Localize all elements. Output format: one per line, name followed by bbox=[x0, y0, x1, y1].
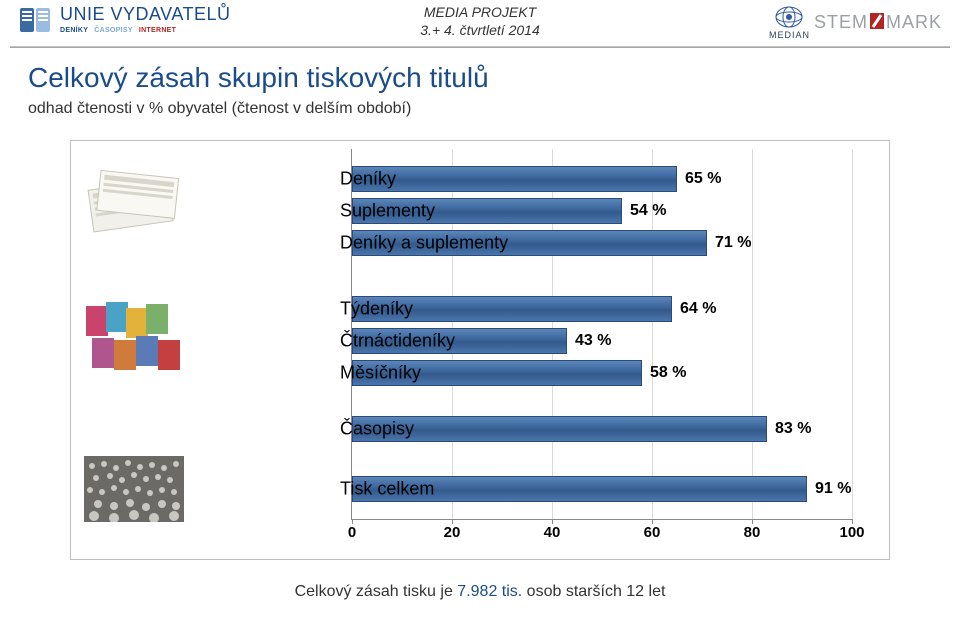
x-tick-label: 100 bbox=[839, 524, 864, 541]
median-label: MEDIAN bbox=[769, 30, 810, 40]
bar bbox=[352, 416, 767, 442]
bar-value-label: 43 % bbox=[575, 332, 611, 350]
book-icon bbox=[18, 4, 52, 38]
bar-value-label: 83 % bbox=[775, 420, 811, 438]
bar-value-label: 64 % bbox=[680, 300, 716, 318]
bar-value-label: 71 % bbox=[715, 234, 751, 252]
x-tick-label: 0 bbox=[348, 524, 356, 541]
unie-title: UNIE VYDAVATELŮ bbox=[60, 4, 231, 25]
logo-unie-vydavatelu: UNIE VYDAVATELŮ DENÍKY ČASOPISY INTERNET bbox=[18, 4, 231, 38]
stemmark-slash-icon bbox=[869, 12, 885, 35]
bar-value-label: 58 % bbox=[650, 364, 686, 382]
chart-caption: Celkový zásah tisku je 7.982 tis. osob s… bbox=[0, 583, 960, 601]
plot-area: 02040608010065 %Deníky54 %Suplementy71 %… bbox=[351, 149, 852, 520]
caption-number: 7.982 tis. bbox=[457, 583, 522, 600]
x-tick-label: 60 bbox=[644, 524, 661, 541]
bar-value-label: 65 % bbox=[685, 170, 721, 188]
x-tick-label: 40 bbox=[544, 524, 561, 541]
header-rule bbox=[10, 46, 950, 48]
gridline bbox=[752, 149, 753, 519]
bar-value-label: 54 % bbox=[630, 202, 666, 220]
logo-median: MEDIAN bbox=[769, 6, 810, 40]
median-icon bbox=[775, 6, 803, 28]
reach-bar-chart: 02040608010065 %Deníky54 %Suplementy71 %… bbox=[70, 140, 890, 560]
logo-stemmark: STEMMARK bbox=[814, 12, 942, 35]
bar bbox=[352, 166, 677, 192]
unie-subtitle: DENÍKY ČASOPISY INTERNET bbox=[60, 27, 231, 34]
x-tick-label: 20 bbox=[444, 524, 461, 541]
x-tick-label: 80 bbox=[744, 524, 761, 541]
gridline bbox=[852, 149, 853, 519]
page-subtitle: odhad čtenosti v % obyvatel (čtenost v d… bbox=[28, 100, 411, 118]
bar-value-label: 91 % bbox=[815, 480, 851, 498]
page-title: Celkový zásah skupin tiskových titulů bbox=[28, 62, 489, 94]
